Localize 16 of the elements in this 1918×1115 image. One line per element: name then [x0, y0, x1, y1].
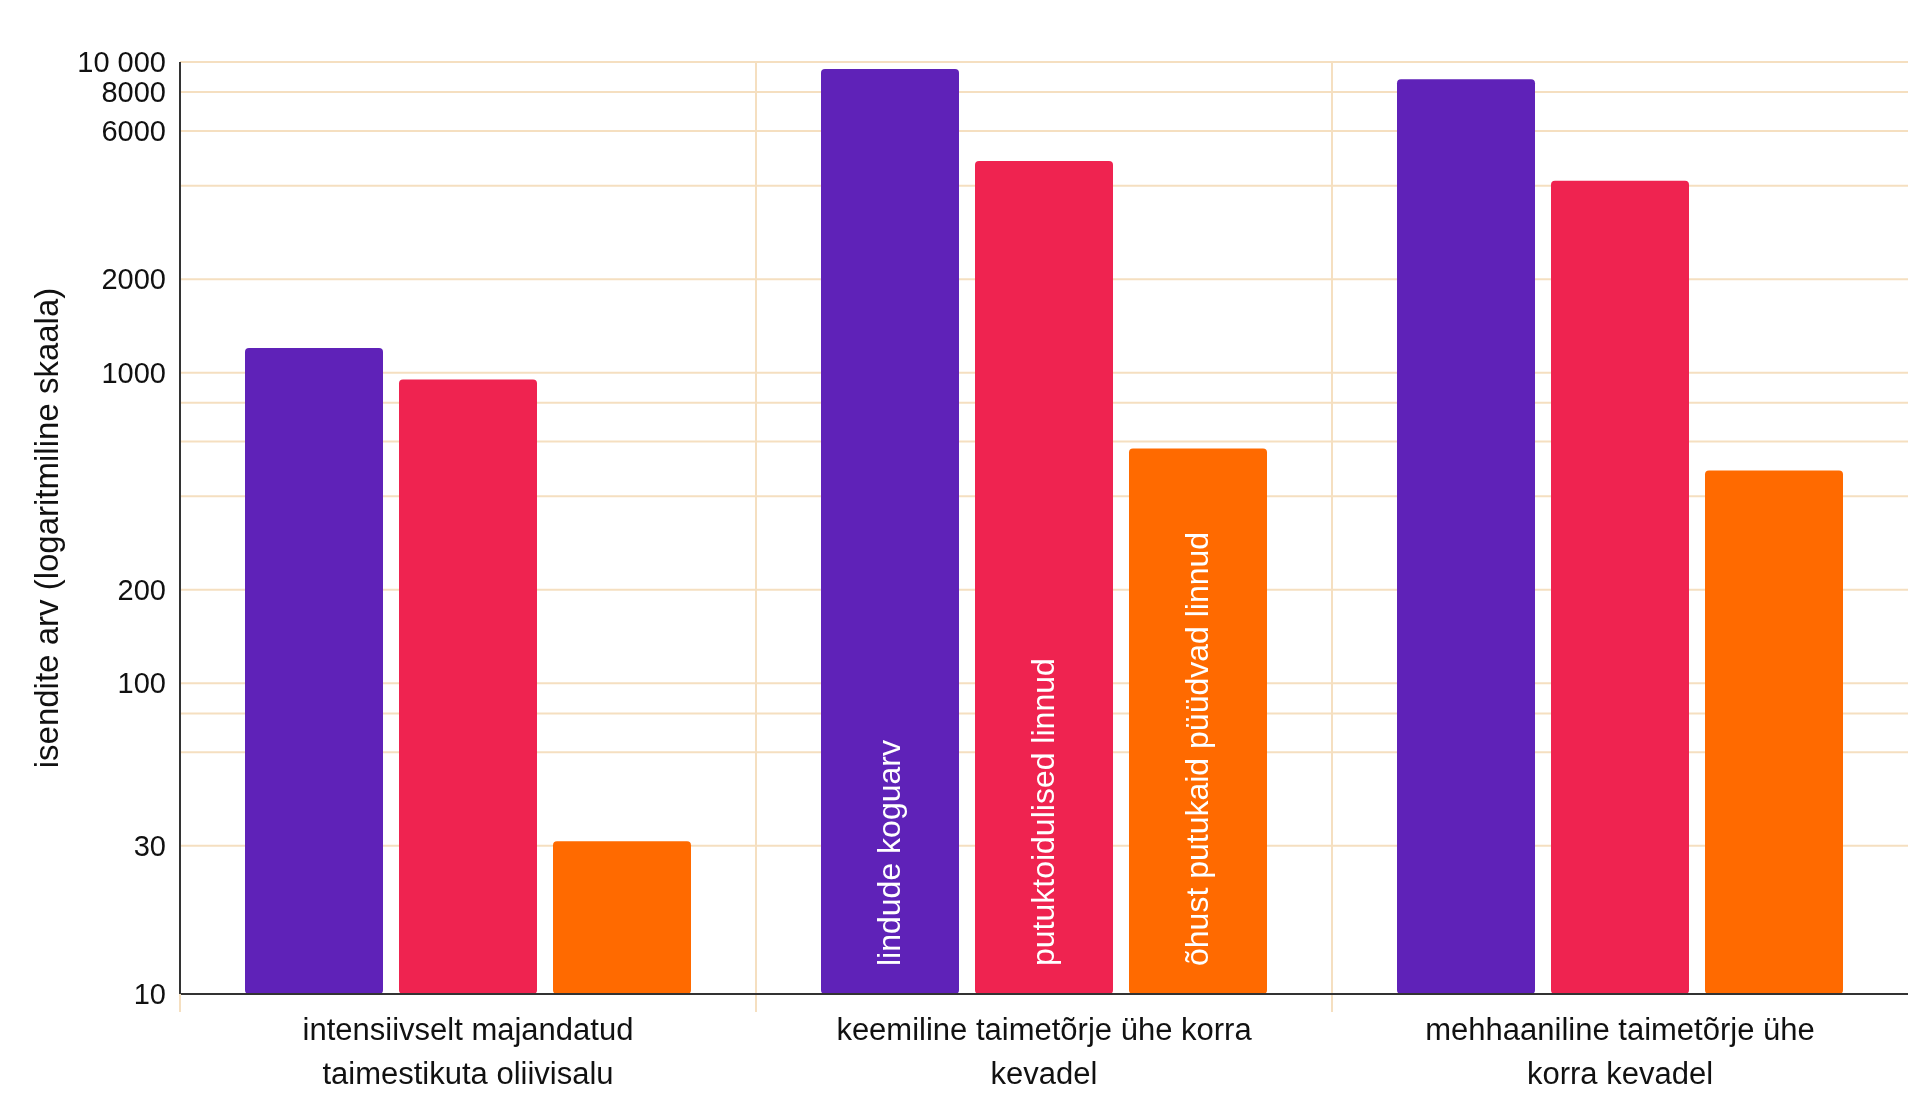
- y-tick-label: 100: [117, 667, 166, 700]
- series-label: putuktoidulised linnud: [1025, 658, 1061, 966]
- y-tick-label: 10: [133, 978, 166, 1011]
- y-tick-label: 30: [133, 829, 166, 862]
- y-tick-label: 10 000: [77, 46, 166, 79]
- y-tick-label: 2000: [101, 263, 166, 296]
- y-tick-label: 1000: [101, 356, 166, 389]
- y-tick-label: 6000: [101, 115, 166, 148]
- x-tick-label: mehhaaniline taimetõrje ühe korra kevadel: [1425, 1012, 1815, 1091]
- series-label: õhust putukaid püüdvad linnud: [1179, 531, 1215, 966]
- x-tick-label: keemiline taimetõrje ühe korra kevadel: [836, 1012, 1253, 1091]
- x-tick-label: intensiivselt majandatud taimestikuta oliivisalu: [302, 1012, 634, 1091]
- y-axis-title: isendite arv (logaritmiline skaala): [28, 287, 65, 769]
- series-label: lindude koguarv: [871, 740, 907, 966]
- y-tick-label: 8000: [101, 76, 166, 109]
- y-tick-label: 200: [117, 573, 166, 606]
